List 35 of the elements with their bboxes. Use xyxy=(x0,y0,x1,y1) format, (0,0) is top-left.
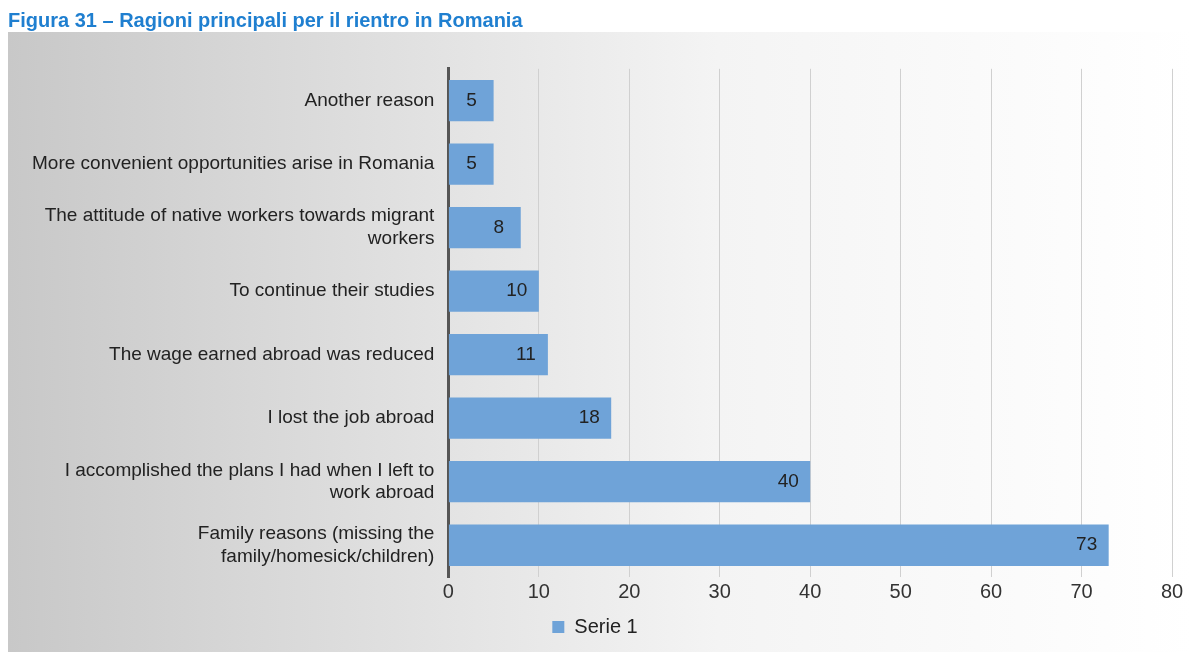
y-tick-label: More convenient opportunities arise in Romania xyxy=(32,152,435,174)
y-tick-label: I accomplished the plans I had when I left to work abroad xyxy=(64,458,435,503)
data-label: 10 xyxy=(506,279,528,301)
data-label: 11 xyxy=(516,342,536,364)
x-tick-label: 40 xyxy=(799,579,822,602)
legend-label: Serie 1 xyxy=(574,614,638,637)
y-tick-label: The attitude of native workers towards migrant workers xyxy=(44,204,436,249)
y-tick-label: The wage earned abroad was reduced xyxy=(109,342,435,364)
data-label: 8 xyxy=(493,215,505,237)
x-tick-label: 80 xyxy=(1160,579,1184,602)
data-label: 40 xyxy=(777,469,799,491)
x-tick-label: 50 xyxy=(889,579,912,602)
bar xyxy=(448,524,1109,566)
x-tick-label: 30 xyxy=(708,579,731,602)
x-tick-label: 70 xyxy=(1070,579,1093,602)
y-tick-label: To continue their studies xyxy=(229,279,435,301)
y-tick-label: Another reason xyxy=(304,88,435,110)
data-label: 5 xyxy=(466,152,477,174)
data-label: 18 xyxy=(578,406,600,428)
bar xyxy=(448,206,521,249)
x-tick-label: 0 xyxy=(442,579,454,602)
data-label: 5 xyxy=(466,88,477,110)
bar xyxy=(448,270,539,312)
bar xyxy=(448,143,494,185)
x-tick-label: 10 xyxy=(527,579,550,602)
bar xyxy=(448,334,548,376)
bar xyxy=(448,397,612,439)
y-tick-label: I lost the job abroad xyxy=(267,406,435,428)
y-tick-label: Family reasons (missing the family/homesick/children) xyxy=(197,522,435,566)
bar xyxy=(448,79,494,122)
data-label: 73 xyxy=(1076,533,1098,555)
text: Figura 31 – Ragioni principali per il rientro in Romania xyxy=(8,8,524,32)
x-tick-label: 60 xyxy=(979,579,1003,602)
x-tick-label: 20 xyxy=(618,579,641,602)
bar xyxy=(448,461,811,503)
